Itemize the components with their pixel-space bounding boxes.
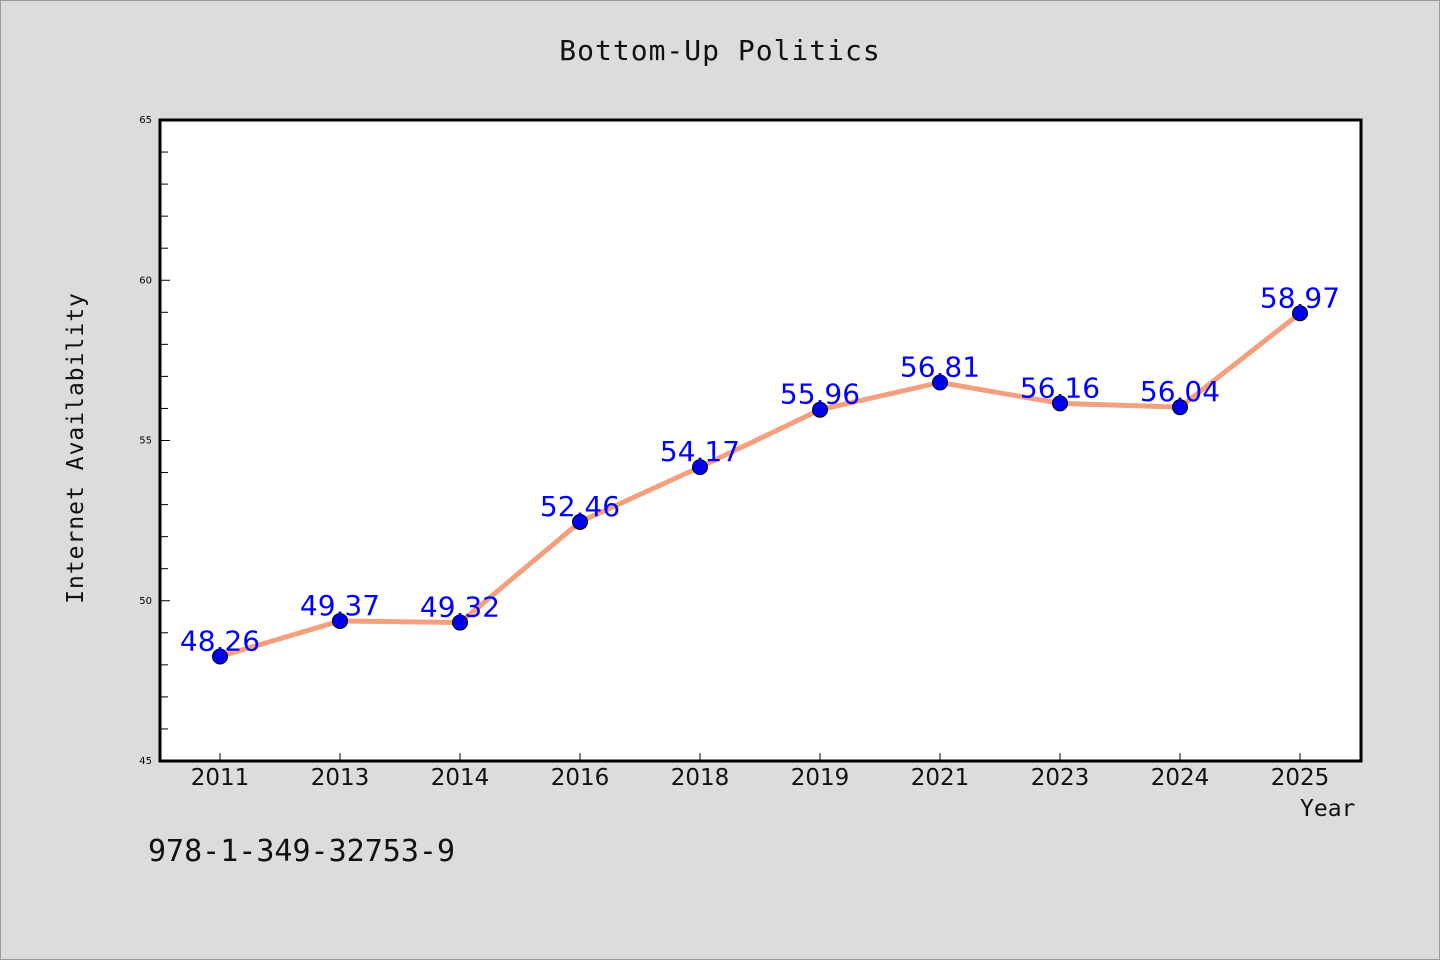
data-label: 55.96 [780,378,860,411]
data-point [1292,305,1308,322]
chart-title: Bottom-Up Politics [559,34,881,67]
data-point [332,612,348,629]
x-axis: 2011 2013 2014 2016 2018 2019 2021 2023 2024 2025 [191,753,1330,791]
series-layer [212,305,1308,665]
x-tick-label: 2018 [671,765,730,791]
data-point [1172,399,1188,416]
x-tick-label: 2013 [311,765,370,791]
data-label: 49.32 [420,591,500,624]
data-point [572,513,588,530]
data-label: 52.46 [540,490,620,523]
data-label: 56.04 [1140,375,1220,408]
isbn-text: 978-1-349-32753-9 [148,834,456,869]
x-tick-label: 2024 [1151,765,1210,791]
data-label: 56.81 [900,350,980,383]
data-label: 54.17 [660,435,740,468]
x-axis-label: Year [1300,796,1356,822]
data-point [452,614,468,631]
y-tick-label: 50 [139,596,152,607]
data-point [932,374,948,391]
x-tick-label: 2025 [1271,765,1330,791]
data-point [212,648,228,665]
data-label: 58.97 [1260,281,1340,314]
x-tick-label: 2023 [1031,765,1090,791]
y-tick-label: 55 [139,436,152,447]
plot-border [158,118,1363,763]
y-tick-label: 60 [139,275,152,286]
x-tick-label: 2014 [431,765,490,791]
data-point [812,401,828,418]
data-point [1052,395,1068,412]
data-point [692,459,708,476]
series-line [217,310,1303,660]
x-tick-label: 2011 [191,765,250,791]
data-label: 48.26 [180,625,260,658]
data-label: 49.37 [300,589,380,622]
data-label: 56.16 [1020,371,1100,404]
x-tick-label: 2016 [551,765,610,791]
y-tick-label: 65 [139,115,152,126]
y-tick-label: 45 [139,756,152,767]
data-labels: 48.26 49.37 49.32 52.46 54.17 55.96 56.81 56.16… [180,281,1340,657]
x-tick-label: 2019 [791,765,850,791]
x-tick-label: 2021 [911,765,970,791]
